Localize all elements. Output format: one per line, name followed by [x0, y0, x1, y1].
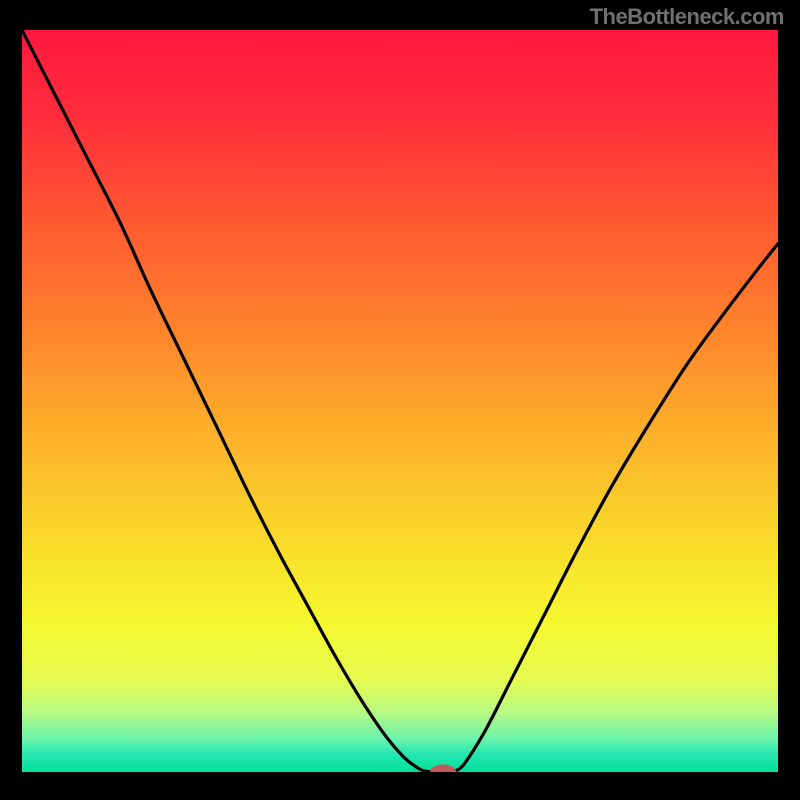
- watermark-text: TheBottleneck.com: [590, 4, 784, 30]
- optimal-marker: [430, 765, 456, 780]
- chart-frame: TheBottleneck.com: [0, 0, 800, 800]
- bottleneck-chart: [0, 0, 800, 800]
